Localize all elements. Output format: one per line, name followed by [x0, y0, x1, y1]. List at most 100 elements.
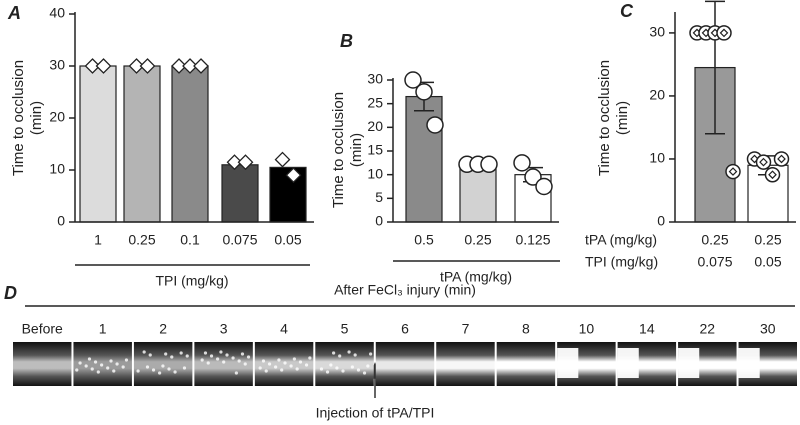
speckle — [148, 353, 152, 357]
speckle — [277, 358, 281, 362]
vessel-glow — [738, 348, 760, 378]
speckle — [115, 362, 119, 366]
y-axis-label: Time to occlusion — [10, 60, 27, 176]
y-tick-label: 40 — [49, 5, 65, 21]
frame-image — [194, 342, 253, 386]
data-point — [755, 154, 772, 170]
x-axis-label: TPI (mg/kg) — [155, 273, 228, 289]
data-point — [95, 58, 112, 74]
speckle — [185, 354, 189, 358]
data-point — [535, 177, 553, 196]
speckle — [112, 369, 116, 373]
data-point — [524, 168, 542, 186]
speckle — [173, 370, 177, 374]
data-point — [513, 154, 531, 172]
data-point — [182, 58, 198, 74]
speckle — [338, 354, 342, 358]
error-bar — [705, 0, 725, 135]
y-tick-label: 25 — [367, 94, 383, 110]
speckle — [151, 368, 156, 372]
speckle — [264, 369, 268, 373]
speckle — [109, 359, 113, 363]
point-diamond — [759, 157, 768, 167]
x-tick-label: 0.05 — [274, 232, 301, 248]
point-diamond — [750, 154, 759, 164]
frame-image — [375, 342, 435, 386]
speckle — [121, 365, 125, 369]
data-point — [415, 83, 433, 101]
bar — [221, 164, 259, 223]
speckle — [234, 371, 238, 375]
y-tick-label: 20 — [49, 109, 65, 125]
point-circle — [755, 154, 772, 170]
speckle — [246, 355, 251, 359]
x-tick-label: 0.25 — [128, 232, 155, 248]
x-tick-label: 0.25 — [464, 232, 491, 248]
point-circle — [764, 166, 781, 183]
frame-label: 22 — [700, 321, 716, 337]
panel-letter: C — [620, 1, 634, 21]
speckle — [225, 353, 229, 357]
y-tick-label: 10 — [367, 165, 383, 181]
vessel-glow — [617, 348, 639, 378]
point-diamond — [768, 170, 777, 180]
frame-label: 2 — [159, 321, 167, 337]
speckle — [216, 357, 220, 361]
y-tick-label: 20 — [649, 87, 665, 103]
point-diamond — [777, 154, 786, 164]
speckle — [350, 365, 354, 369]
speckle — [182, 366, 187, 370]
speckle — [167, 367, 171, 371]
speckle — [304, 363, 309, 367]
frame-label: 6 — [401, 321, 409, 337]
speckle — [200, 358, 204, 362]
speckle — [341, 369, 345, 373]
data-point — [193, 58, 209, 74]
speckle — [295, 367, 299, 371]
frame-image — [133, 342, 193, 386]
speckle — [124, 358, 129, 362]
bar — [123, 65, 161, 223]
data-point — [725, 163, 741, 180]
data-point — [226, 154, 243, 171]
speckle — [84, 364, 88, 368]
data-point — [237, 154, 254, 171]
y-tick-label: 10 — [49, 161, 65, 177]
panel-d-title: After FeCl₃ injury (min) — [334, 282, 476, 298]
y-axis-label: (min) — [348, 133, 365, 167]
x-axis-label: tPA (mg/kg) — [440, 269, 512, 285]
speckle — [243, 362, 247, 366]
data-point — [128, 58, 145, 74]
x-tick-label: 0.1 — [180, 232, 200, 248]
x-tick-label: 0.125 — [515, 232, 550, 248]
speckle — [369, 352, 373, 356]
frame-image — [496, 342, 556, 386]
speckle — [75, 368, 79, 372]
frame-image — [13, 342, 72, 386]
data-point — [274, 151, 291, 168]
panel-letter: B — [340, 31, 353, 51]
point-diamond — [728, 167, 738, 176]
speckle — [325, 370, 330, 374]
x-tick-label: 0.25 — [754, 232, 781, 248]
frame-label: 1 — [99, 321, 107, 337]
y-tick-label: 0 — [57, 213, 65, 229]
speckle — [145, 365, 150, 369]
data-point — [404, 71, 422, 89]
speckle — [353, 353, 357, 357]
speckle — [231, 356, 235, 360]
speckle — [267, 362, 272, 366]
data-point — [139, 58, 156, 74]
speckle — [298, 360, 303, 364]
speckle — [329, 363, 333, 367]
y-tick-label: 0 — [375, 213, 383, 229]
y-axis-label: (min) — [28, 101, 45, 135]
y-tick-label: 30 — [649, 24, 665, 40]
speckle — [161, 364, 165, 368]
y-tick-label: 10 — [649, 150, 665, 166]
speckle — [308, 356, 312, 360]
x-tick-label: 0.05 — [754, 254, 781, 270]
speckle — [96, 370, 100, 374]
data-point — [716, 25, 732, 41]
